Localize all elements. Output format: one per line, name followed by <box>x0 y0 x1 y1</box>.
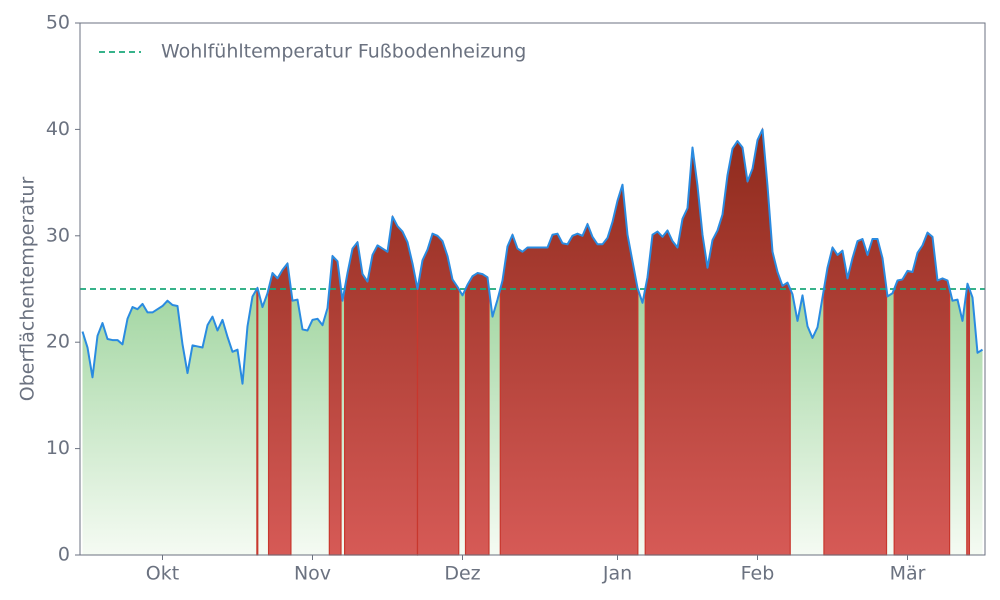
y-tick-label: 30 <box>46 224 70 246</box>
y-tick-label: 0 <box>58 544 70 566</box>
area-above <box>416 232 460 556</box>
area-above <box>344 214 419 556</box>
legend-label: Wohlfühltemperatur Fußbodenheizung <box>161 41 526 63</box>
area-above <box>328 254 342 556</box>
y-tick-label: 50 <box>46 12 70 34</box>
area-above <box>966 283 971 556</box>
area-above <box>267 261 292 556</box>
y-tick-label: 20 <box>46 331 70 353</box>
area-above <box>256 286 259 556</box>
area-above <box>823 238 888 556</box>
y-tick-label: 40 <box>46 118 70 140</box>
x-tick-label: Feb <box>741 563 775 585</box>
y-tick-label: 10 <box>46 437 70 459</box>
x-tick-label: Dez <box>444 563 480 585</box>
area-above <box>893 231 951 556</box>
y-axis-label: Oberflächentemperatur <box>17 177 39 402</box>
temperature-line <box>81 128 984 385</box>
area-above <box>464 272 490 556</box>
x-tick-label: Mär <box>890 563 926 585</box>
plot-frame <box>79 22 986 556</box>
x-tick-label: Okt <box>146 563 179 585</box>
legend: Wohlfühltemperatur Fußbodenheizung <box>99 41 526 63</box>
x-tick-label: Nov <box>294 563 331 585</box>
plot-area <box>80 127 985 556</box>
x-tick-label: Jan <box>602 563 632 585</box>
